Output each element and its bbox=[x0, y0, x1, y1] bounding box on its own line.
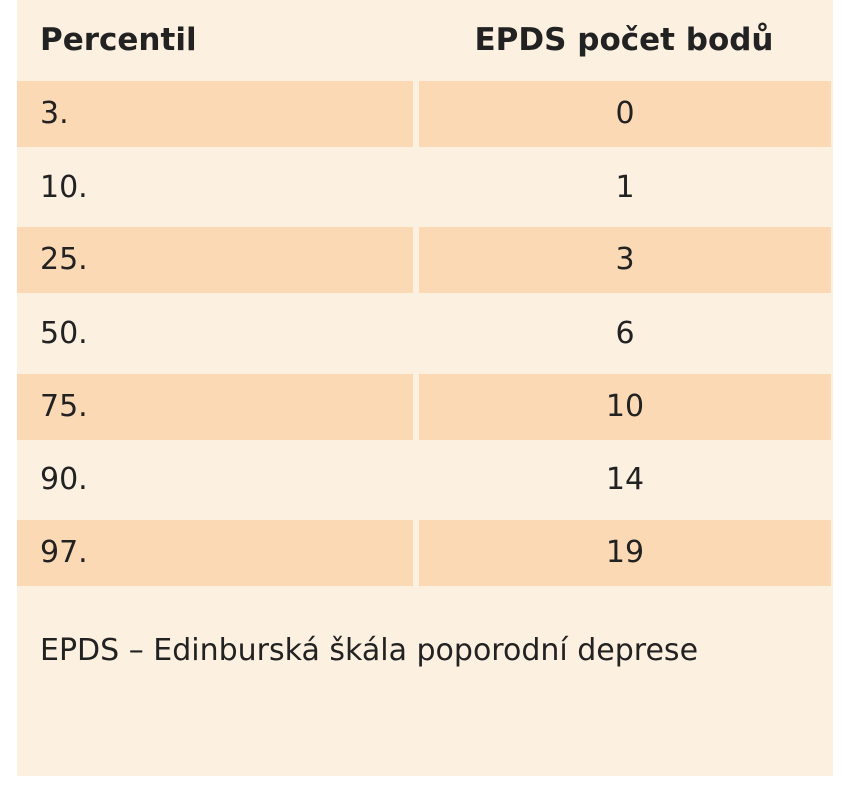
cell-percentile: 90. bbox=[40, 462, 88, 497]
percentile-table: Percentil EPDS počet bodů 3. 0 10. 1 25.… bbox=[17, 0, 833, 776]
cell-score: 14 bbox=[605, 462, 645, 497]
table-row: 75. 10 bbox=[17, 374, 833, 440]
table-footnote: EPDS – Edinburská škála poporodní depres… bbox=[40, 633, 699, 668]
cell-score: 6 bbox=[615, 316, 635, 351]
cell-score: 10 bbox=[419, 374, 831, 440]
table-row: 97. 19 bbox=[17, 520, 833, 586]
cell-percentile: 50. bbox=[40, 316, 88, 351]
cell-percentile: 75. bbox=[17, 374, 413, 440]
cell-percentile: 97. bbox=[17, 520, 413, 586]
cell-score: 1 bbox=[615, 170, 635, 205]
table-row: 25. 3 bbox=[17, 227, 833, 293]
cell-percentile: 10. bbox=[40, 170, 88, 205]
cell-score: 0 bbox=[419, 81, 831, 147]
cell-score: 3 bbox=[419, 227, 831, 293]
header-epds-score: EPDS počet bodů bbox=[474, 22, 774, 58]
table-row: 50. 6 bbox=[17, 301, 833, 367]
table-row: 10. 1 bbox=[17, 155, 833, 221]
table-header-row: Percentil EPDS počet bodů bbox=[17, 0, 833, 78]
table-row: 90. 14 bbox=[17, 447, 833, 513]
cell-percentile: 3. bbox=[17, 81, 413, 147]
table-row: 3. 0 bbox=[17, 81, 833, 147]
cell-score: 19 bbox=[419, 520, 831, 586]
cell-percentile: 25. bbox=[17, 227, 413, 293]
header-percentile: Percentil bbox=[40, 22, 197, 58]
